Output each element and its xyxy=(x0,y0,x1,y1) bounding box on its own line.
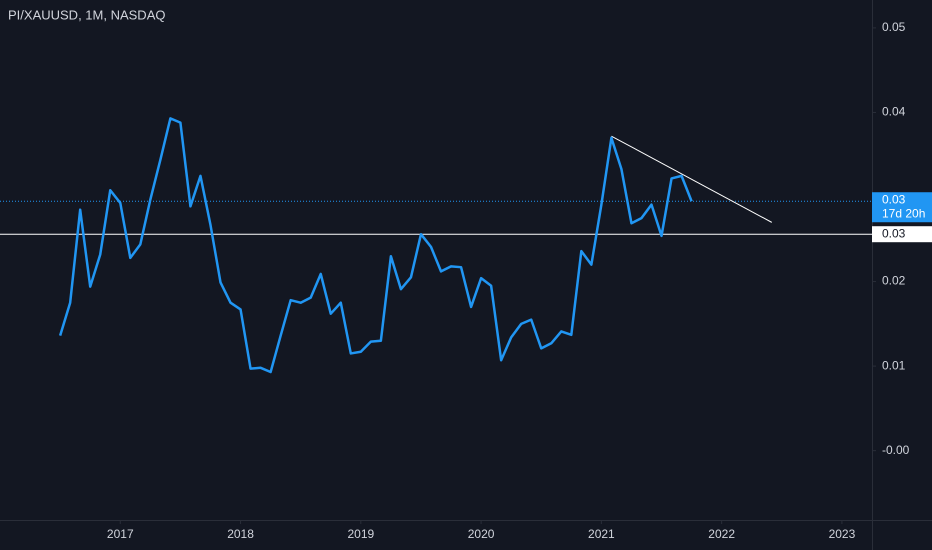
x-tick-label: 2017 xyxy=(107,527,134,541)
y-tick-label: 0.05 xyxy=(882,20,906,34)
x-tick-label: 2022 xyxy=(708,527,735,541)
horizontal-line-label-box xyxy=(872,226,932,243)
chart-title: PI/XAUUSD, 1M, NASDAQ xyxy=(8,7,165,22)
countdown-label: 17d 20h xyxy=(882,206,925,220)
y-tick-label: 0.04 xyxy=(882,105,906,119)
x-tick-label: 2021 xyxy=(588,527,615,541)
trend-line xyxy=(611,135,773,223)
x-tick-label: 2019 xyxy=(347,527,374,541)
last-price-label: 0.03 xyxy=(882,192,906,206)
price-line xyxy=(58,117,693,374)
x-tick-label: 2020 xyxy=(468,527,495,541)
horizontal-line-label: 0.03 xyxy=(882,226,906,240)
x-tick-label: 2018 xyxy=(227,527,254,541)
y-tick-label: -0.00 xyxy=(882,443,910,457)
y-tick-label: 0.01 xyxy=(882,358,906,372)
x-tick-label: 2023 xyxy=(829,527,856,541)
y-tick-label: 0.02 xyxy=(882,274,906,288)
last-price-label-box xyxy=(872,192,932,223)
